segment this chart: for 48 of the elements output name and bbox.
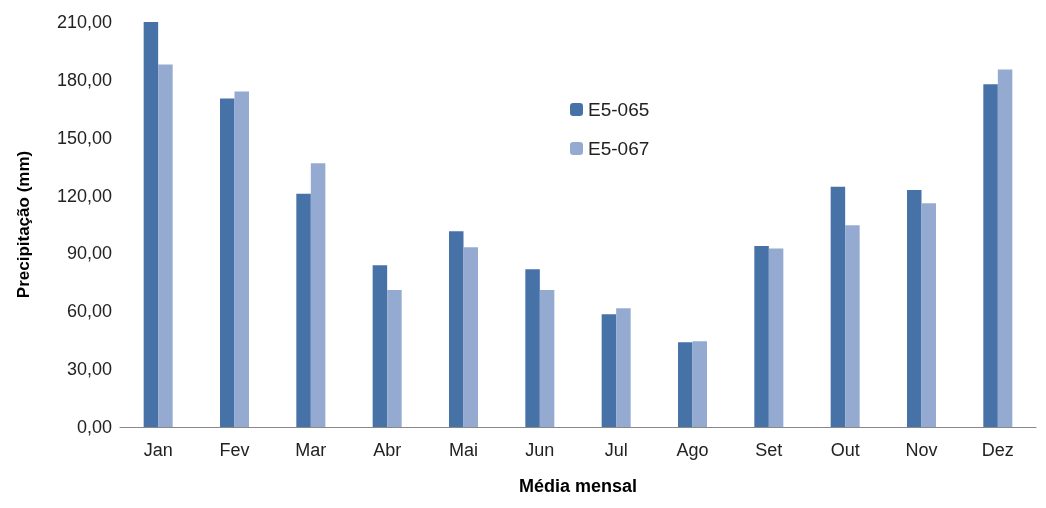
y-tick-label: 210,00 bbox=[56, 12, 112, 32]
x-axis-title: Média mensal bbox=[518, 476, 638, 496]
x-tick-label: Mar bbox=[295, 440, 327, 460]
bar bbox=[143, 22, 159, 427]
x-tick-label: Fev bbox=[219, 440, 250, 460]
bar bbox=[768, 248, 784, 427]
bar bbox=[754, 245, 769, 427]
y-tick-label: 90,00 bbox=[66, 243, 112, 264]
y-axis-title: Precipitação (mm) bbox=[14, 150, 33, 299]
bar bbox=[616, 308, 631, 427]
x-tick-label: Ago bbox=[676, 440, 709, 460]
legend-label: E5-067 bbox=[588, 138, 650, 159]
y-tick-label: 0,00 bbox=[76, 417, 112, 437]
bar bbox=[983, 84, 998, 427]
bar bbox=[830, 186, 846, 427]
bar bbox=[525, 269, 540, 427]
y-tick-label: 30,00 bbox=[66, 359, 112, 380]
bar bbox=[234, 91, 249, 427]
bar bbox=[539, 289, 555, 427]
legend-label: E5-065 bbox=[588, 99, 650, 120]
x-tick-label: Jul bbox=[604, 440, 628, 460]
bar bbox=[220, 98, 235, 427]
bar bbox=[372, 265, 388, 427]
bar bbox=[601, 314, 617, 427]
bar bbox=[296, 193, 311, 427]
bar bbox=[310, 163, 326, 427]
x-tick-label: Jun bbox=[525, 440, 555, 460]
y-tick-label: 120,00 bbox=[56, 185, 112, 206]
bar bbox=[907, 189, 922, 427]
bar bbox=[997, 69, 1013, 427]
x-tick-label: Nov bbox=[905, 440, 938, 460]
bar bbox=[158, 64, 173, 427]
bar bbox=[463, 247, 478, 427]
bar bbox=[921, 203, 936, 427]
y-tick-label: 150,00 bbox=[56, 127, 112, 148]
x-tick-label: Set bbox=[755, 440, 783, 460]
y-tick-label: 180,00 bbox=[56, 69, 112, 90]
bar bbox=[845, 225, 860, 427]
bar bbox=[449, 231, 464, 427]
x-tick-label: Out bbox=[830, 440, 860, 460]
y-tick-label: 60,00 bbox=[66, 301, 112, 322]
bar bbox=[387, 289, 402, 427]
bar bbox=[692, 341, 707, 427]
x-tick-label: Dez bbox=[981, 440, 1014, 460]
x-tick-label: Mai bbox=[448, 440, 479, 460]
bar bbox=[678, 342, 693, 427]
x-tick-label: Jan bbox=[143, 440, 173, 460]
x-tick-label: Abr bbox=[373, 440, 402, 460]
